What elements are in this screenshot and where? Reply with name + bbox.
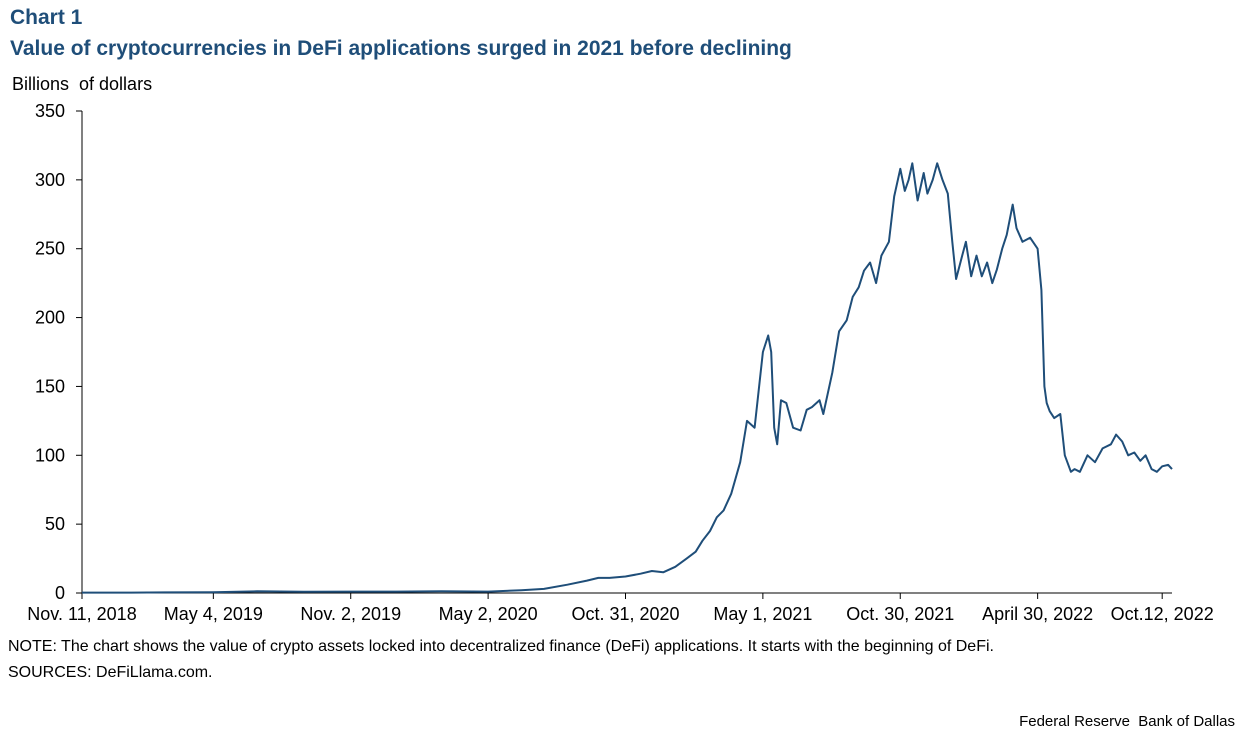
- x-tick-label: May 2, 2020: [439, 604, 538, 624]
- y-tick-label: 250: [35, 239, 65, 259]
- series-line: [82, 162, 1173, 594]
- chart-note: NOTE: The chart shows the value of crypt…: [8, 638, 994, 655]
- line-chart: 0 50 100 150 200 250 300 350 Nov. 11, 2018 May 4,…: [27, 101, 1213, 624]
- chart-series: [82, 162, 1173, 594]
- x-tick-label: Oct. 30, 2021: [846, 604, 954, 624]
- y-tick-label: 300: [35, 170, 65, 190]
- chart-title: Value of cryptocurrencies in DeFi applic…: [10, 37, 792, 60]
- y-tick-label: 0: [55, 583, 65, 603]
- y-tick-label: 100: [35, 445, 65, 465]
- x-tick-label: Oct.12, 2022: [1111, 604, 1214, 624]
- y-tick-label: 200: [35, 308, 65, 328]
- y-tick-label: 150: [35, 376, 65, 396]
- publisher-credit: Federal Reserve Bank of Dallas: [1019, 713, 1235, 730]
- y-tick-label: 350: [35, 101, 65, 121]
- chart-axes: 0 50 100 150 200 250 300 350 Nov. 11, 2018 May 4,…: [27, 101, 1213, 624]
- x-tick-label: May 1, 2021: [713, 604, 812, 624]
- x-tick-label: Nov. 2, 2019: [300, 604, 401, 624]
- x-tick-label: May 4, 2019: [164, 604, 263, 624]
- x-tick-label: April 30, 2022: [982, 604, 1093, 624]
- chart-sources: SOURCES: DeFiLlama.com.: [8, 664, 213, 681]
- x-tick-label: Nov. 11, 2018: [27, 604, 136, 624]
- y-tick-label: 50: [45, 514, 65, 534]
- y-axis-unit-label: Billions of dollars: [12, 74, 153, 94]
- chart-label: Chart 1: [10, 6, 83, 29]
- x-tick-label: Oct. 31, 2020: [571, 604, 679, 624]
